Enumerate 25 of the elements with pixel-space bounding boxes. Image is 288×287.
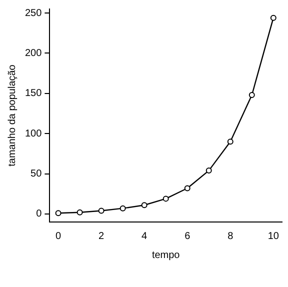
y-tick-label: 100	[24, 128, 42, 140]
x-tick-label: 0	[56, 230, 62, 242]
y-tick-label: 200	[24, 48, 42, 59]
point	[248, 92, 255, 98]
point	[227, 138, 234, 145]
point	[206, 168, 212, 174]
point	[270, 14, 276, 21]
point	[76, 209, 83, 216]
point	[98, 208, 104, 214]
point	[55, 210, 62, 216]
x-axis-title: tempo	[152, 250, 180, 261]
y-tick-label: 50	[30, 168, 42, 180]
y-tick-label: 150	[24, 88, 42, 100]
x-tick-label: 10	[268, 230, 280, 242]
point	[184, 185, 190, 192]
y-axis-title: tamanho da população	[6, 64, 18, 166]
x-tick-label: 6	[184, 230, 191, 242]
y-tick-label: 0	[36, 208, 42, 220]
x-tick-label: 2	[98, 230, 105, 242]
x-tick-label: 4	[142, 230, 148, 242]
point	[141, 202, 148, 208]
point	[120, 205, 126, 212]
x-tick-label: 8	[228, 230, 234, 242]
y-tick-label: 250	[24, 8, 42, 19]
point	[162, 196, 169, 202]
